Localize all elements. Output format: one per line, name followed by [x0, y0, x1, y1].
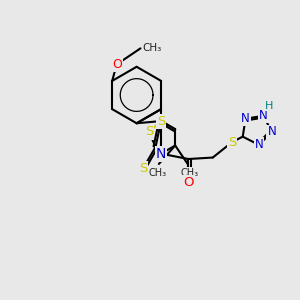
Text: N: N [255, 138, 263, 152]
Text: CH₃: CH₃ [142, 44, 161, 53]
Text: S: S [228, 136, 236, 148]
Text: N: N [241, 112, 250, 125]
Text: N: N [259, 109, 268, 122]
Text: N: N [267, 125, 276, 139]
Text: CH₃: CH₃ [148, 167, 166, 178]
Text: N: N [156, 147, 166, 161]
Text: N: N [259, 109, 268, 122]
Text: S: S [139, 162, 147, 175]
Text: N: N [241, 112, 250, 125]
Text: H: H [264, 101, 273, 111]
Text: CH₃: CH₃ [180, 167, 198, 178]
Text: S: S [145, 125, 153, 139]
Text: O: O [112, 58, 122, 71]
Text: O: O [183, 176, 194, 189]
Text: N: N [255, 138, 263, 152]
Text: S: S [157, 115, 165, 128]
